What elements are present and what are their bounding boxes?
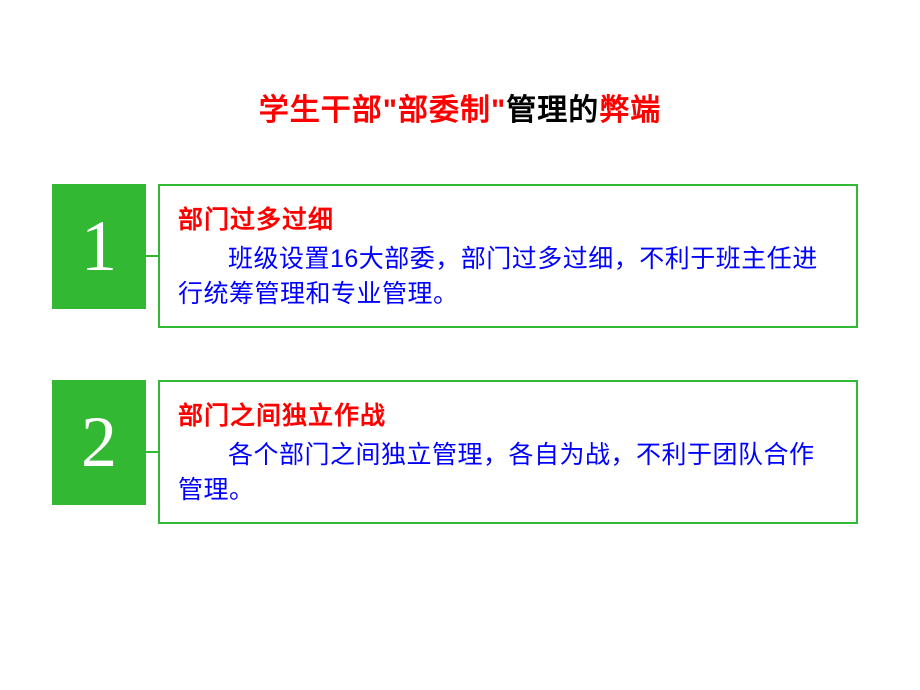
connector-2 (146, 380, 158, 524)
content-heading-1: 部门过多过细 (178, 200, 836, 236)
connector-line-1 (146, 255, 158, 257)
title-part2: 管理的 (506, 94, 599, 127)
number-box-1: 1 (52, 184, 146, 309)
title-part1: 学生干部"部委制" (259, 94, 506, 127)
item-block-1: 1 部门过多过细 班级设置16大部委，部门过多过细，不利于班主任进行统筹管理和专… (52, 184, 858, 328)
title-part3: 弊端 (599, 94, 661, 127)
content-heading-2: 部门之间独立作战 (178, 396, 836, 432)
item-block-2: 2 部门之间独立作战 各个部门之间独立管理，各自为战，不利于团队合作管理。 (52, 380, 858, 524)
items-container: 1 部门过多过细 班级设置16大部委，部门过多过细，不利于班主任进行统筹管理和专… (0, 129, 920, 524)
connector-line-2 (146, 451, 158, 453)
content-box-1: 部门过多过细 班级设置16大部委，部门过多过细，不利于班主任进行统筹管理和专业管… (158, 184, 858, 328)
content-body-2: 各个部门之间独立管理，各自为战，不利于团队合作管理。 (178, 438, 836, 508)
connector-1 (146, 184, 158, 328)
content-body-1: 班级设置16大部委，部门过多过细，不利于班主任进行统筹管理和专业管理。 (178, 242, 836, 312)
number-box-2: 2 (52, 380, 146, 505)
content-box-2: 部门之间独立作战 各个部门之间独立管理，各自为战，不利于团队合作管理。 (158, 380, 858, 524)
slide-title: 学生干部"部委制"管理的弊端 (0, 0, 920, 129)
